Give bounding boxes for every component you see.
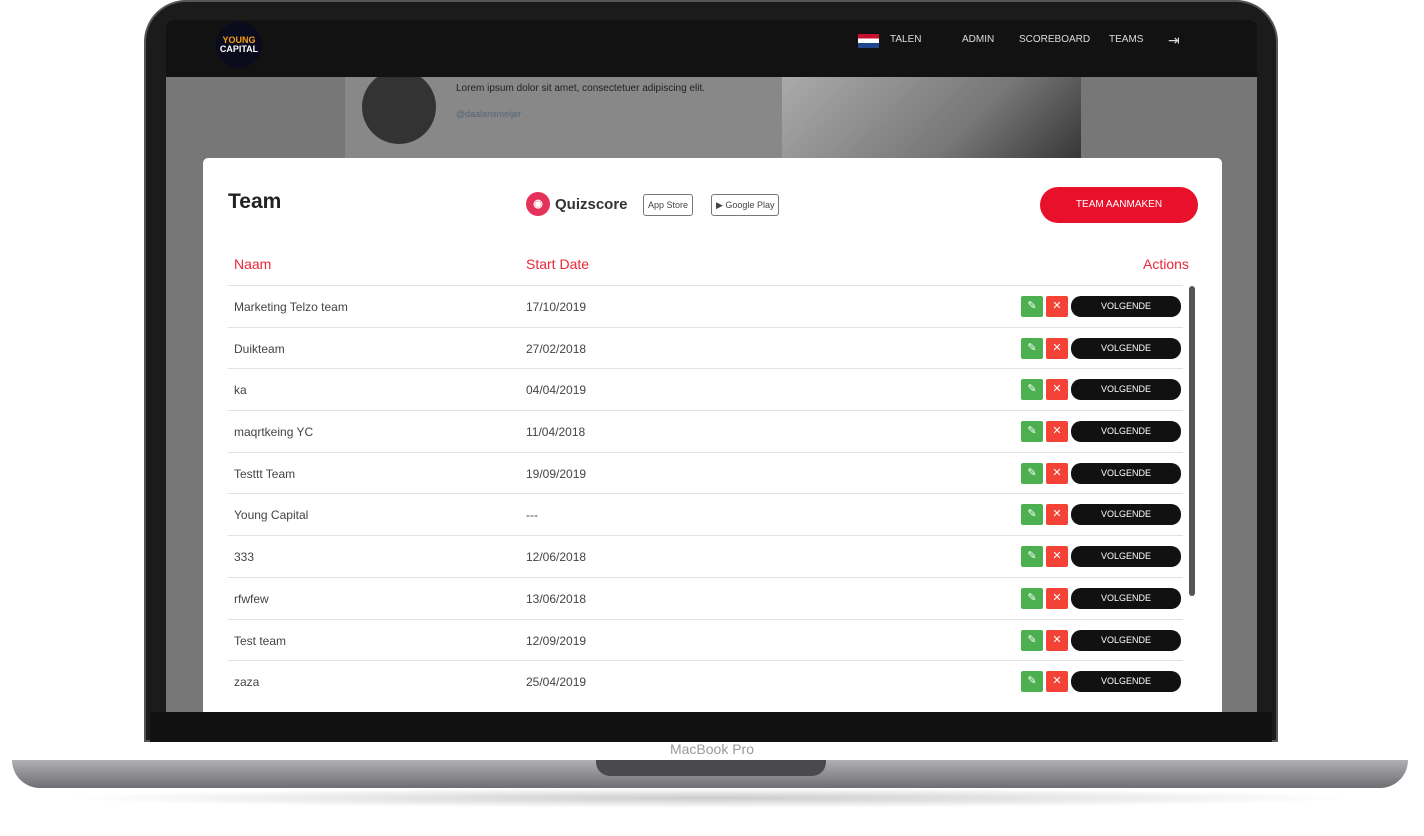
start-date: 17/10/2019 [526, 300, 587, 314]
delete-x-icon[interactable]: ✕ [1046, 504, 1068, 526]
logout-icon[interactable]: ⇥ [1168, 32, 1180, 48]
next-button[interactable]: VOLGENDE [1071, 671, 1181, 693]
table-row: Duikteam 27/02/2018 ✎ ✕ VOLGENDE [228, 326, 1183, 369]
laptop-notch [596, 760, 826, 776]
team-card: Team ◉ Quizscore App Store ▶ Google Play … [203, 158, 1222, 712]
header-name: Naam [234, 256, 272, 272]
background-handle: @daalansmeijer [456, 109, 522, 119]
app-store-badge[interactable]: App Store [643, 194, 694, 216]
next-button[interactable]: VOLGENDE [1071, 587, 1181, 609]
nav-teams[interactable]: TEAMS [1109, 34, 1144, 45]
laptop-shadow [60, 788, 1360, 808]
background-avatar [362, 70, 436, 144]
team-table: Marketing Telzo team 17/10/2019 ✎ ✕ VOLG… [228, 285, 1183, 702]
nav-admin[interactable]: ADMIN [962, 34, 995, 45]
next-button[interactable]: VOLGENDE [1071, 337, 1181, 359]
delete-x-icon[interactable]: ✕ [1046, 587, 1068, 609]
team-name: ka [234, 383, 247, 398]
team-name: Testtt Team [234, 466, 296, 481]
table-row: Marketing Telzo team 17/10/2019 ✎ ✕ VOLG… [228, 285, 1183, 327]
edit-pencil-icon[interactable]: ✎ [1021, 671, 1043, 693]
start-date: --- [526, 508, 538, 523]
team-name: Marketing Telzo team [234, 300, 348, 314]
delete-x-icon[interactable]: ✕ [1046, 421, 1068, 443]
table-row: 333 12/06/2018 ✎ ✕ VOLGENDE [228, 535, 1183, 577]
edit-pencil-icon[interactable]: ✎ [1021, 337, 1043, 359]
table-row: Young Capital --- ✎ ✕ VOLGENDE [228, 493, 1183, 535]
header-start-date: Start Date [526, 256, 590, 272]
screen: YOUNG CAPITAL TALEN ADMIN SCOREBOARD TEAM… [166, 20, 1257, 712]
table-row: Test team 12/09/2019 ✎ ✕ VOLGENDE [228, 618, 1183, 661]
delete-x-icon[interactable]: ✕ [1046, 671, 1068, 693]
next-button[interactable]: VOLGENDE [1071, 379, 1181, 401]
next-button[interactable]: VOLGENDE [1071, 546, 1181, 568]
next-button[interactable]: VOLGENDE [1071, 296, 1181, 317]
delete-x-icon[interactable]: ✕ [1046, 462, 1068, 484]
delete-x-icon[interactable]: ✕ [1046, 546, 1068, 568]
start-date: 12/06/2018 [526, 550, 587, 565]
team-name: maqrtkeing YC [234, 425, 314, 440]
team-name: zaza [234, 675, 260, 690]
edit-pencil-icon[interactable]: ✎ [1021, 504, 1043, 526]
next-button[interactable]: VOLGENDE [1071, 629, 1181, 651]
owl-icon: ◉ [526, 192, 550, 216]
create-team-button[interactable]: TEAM AANMAKEN [1040, 187, 1198, 223]
edit-pencil-icon[interactable]: ✎ [1021, 379, 1043, 401]
navbar: YOUNG CAPITAL TALEN ADMIN SCOREBOARD TEAM… [166, 20, 1257, 77]
background-photo [782, 77, 1081, 167]
nav-scoreboard[interactable]: SCOREBOARD [1019, 34, 1091, 45]
device-label: MacBook Pro [669, 741, 755, 757]
nav-languages[interactable]: TALEN [890, 34, 922, 45]
start-date: 11/04/2018 [526, 425, 586, 440]
google-play-badge[interactable]: ▶ Google Play [711, 194, 780, 216]
edit-pencil-icon[interactable]: ✎ [1021, 296, 1043, 317]
scrollbar[interactable] [1189, 286, 1195, 596]
start-date: 12/09/2019 [526, 633, 587, 648]
start-date: 13/06/2018 [526, 591, 587, 606]
quizscore-logo: ◉ Quizscore [526, 192, 628, 216]
next-button[interactable]: VOLGENDE [1071, 504, 1181, 526]
team-name: rfwfew [234, 591, 269, 606]
background-text: Lorem ipsum dolor sit amet, consectetuer… [456, 83, 706, 94]
next-button[interactable]: VOLGENDE [1071, 421, 1181, 443]
start-date: 19/09/2019 [526, 466, 587, 481]
team-name: 333 [234, 550, 255, 565]
team-name: Duikteam [234, 341, 285, 356]
start-date: 04/04/2019 [526, 383, 587, 398]
edit-pencil-icon[interactable]: ✎ [1021, 462, 1043, 484]
young-capital-logo[interactable]: YOUNG CAPITAL [216, 22, 262, 68]
delete-x-icon[interactable]: ✕ [1046, 296, 1068, 317]
delete-x-icon[interactable]: ✕ [1046, 379, 1068, 401]
page-title: Team [228, 190, 282, 213]
edit-pencil-icon[interactable]: ✎ [1021, 421, 1043, 443]
next-button[interactable]: VOLGENDE [1071, 462, 1181, 484]
table-row: maqrtkeing YC 11/04/2018 ✎ ✕ VOLGENDE [228, 410, 1183, 452]
laptop-chin [150, 712, 1272, 742]
table-row: ka 04/04/2019 ✎ ✕ VOLGENDE [228, 368, 1183, 410]
edit-pencil-icon[interactable]: ✎ [1021, 587, 1043, 609]
header-actions: Actions [1143, 256, 1189, 272]
delete-x-icon[interactable]: ✕ [1046, 629, 1068, 651]
dutch-flag-icon[interactable] [858, 34, 879, 48]
start-date: 25/04/2019 [526, 675, 587, 690]
edit-pencil-icon[interactable]: ✎ [1021, 546, 1043, 568]
team-name: Test team [234, 633, 287, 648]
quizscore-text: Quizscore [555, 195, 628, 213]
table-row: zaza 25/04/2019 ✎ ✕ VOLGENDE [228, 660, 1183, 702]
edit-pencil-icon[interactable]: ✎ [1021, 629, 1043, 651]
delete-x-icon[interactable]: ✕ [1046, 337, 1068, 359]
table-row: rfwfew 13/06/2018 ✎ ✕ VOLGENDE [228, 576, 1183, 619]
start-date: 27/02/2018 [526, 341, 587, 356]
table-row: Testtt Team 19/09/2019 ✎ ✕ VOLGENDE [228, 451, 1183, 494]
team-name: Young Capital [234, 508, 309, 523]
